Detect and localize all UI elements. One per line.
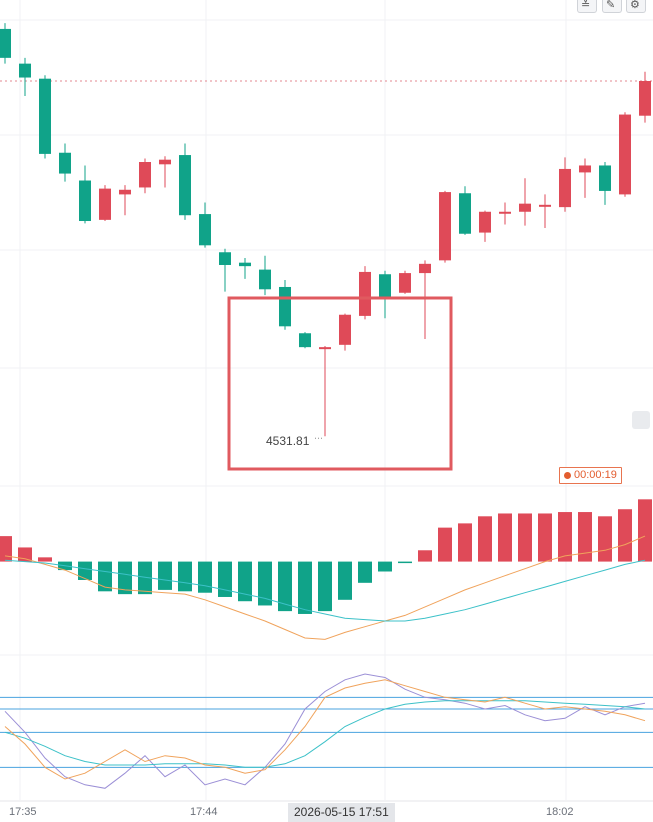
candle-body: [119, 189, 131, 195]
candle-body: [279, 286, 291, 327]
macd-bar: [118, 561, 132, 595]
chat-icon[interactable]: [632, 411, 650, 429]
x-tick-label: 17:35: [9, 806, 37, 818]
macd-bar: [518, 513, 532, 562]
macd-bar: [158, 561, 172, 590]
price-panel[interactable]: [0, 23, 653, 439]
candle-body: [619, 114, 631, 195]
candle-body: [259, 269, 271, 290]
macd-bar: [258, 561, 272, 606]
macd-bar: [298, 561, 312, 614]
macd-bar: [238, 561, 252, 602]
macd-bar: [178, 561, 192, 592]
macd-bar: [358, 561, 372, 583]
candle-body: [479, 211, 491, 233]
candle-body: [599, 165, 611, 191]
candle-body: [139, 162, 151, 188]
kdj-d-line: [4, 700, 646, 768]
candle-body: [459, 193, 471, 234]
indicator-icon[interactable]: ⚙: [626, 0, 646, 13]
draw-tool-icon[interactable]: ✎: [602, 0, 622, 13]
crosshair-time-label: 2026-05-15 17:51: [288, 803, 395, 822]
candle-body: [219, 252, 231, 265]
x-tick-label: 17:44: [190, 806, 218, 818]
x-tick-label: 18:02: [546, 806, 574, 818]
countdown-text: 00:00:19: [574, 469, 617, 481]
candle-body: [199, 214, 211, 246]
macd-bar: [378, 561, 392, 572]
candle-body: [339, 314, 351, 345]
candle-body: [99, 188, 111, 220]
macd-bar: [0, 536, 12, 562]
macd-bar: [38, 557, 52, 562]
candle-body: [499, 211, 511, 214]
macd-bar: [98, 561, 112, 592]
macd-bar: [318, 561, 332, 612]
grid-lines: [0, 0, 653, 802]
candle-body: [559, 168, 571, 208]
macd-bar: [278, 561, 292, 612]
candle-body: [299, 333, 311, 348]
macd-bar: [138, 561, 152, 595]
candle-body: [79, 180, 91, 222]
countdown-timer: 00:00:19: [559, 467, 622, 484]
kdj-panel[interactable]: [0, 673, 653, 789]
candle-body: [39, 78, 51, 154]
candle-body: [19, 63, 31, 78]
macd-bar: [578, 512, 592, 562]
candle-body: [519, 203, 531, 212]
macd-bar: [78, 561, 92, 580]
macd-bar: [398, 561, 412, 564]
clock-icon: [564, 472, 571, 479]
macd-bar: [598, 516, 612, 562]
macd-dea-line: [4, 559, 646, 622]
macd-bar: [638, 499, 652, 562]
candle-body: [159, 159, 171, 165]
macd-bar: [458, 523, 472, 562]
candle-body: [419, 263, 431, 274]
candle-body: [319, 347, 331, 350]
candle-body: [539, 204, 551, 207]
kdj-j-line: [4, 673, 646, 789]
macd-bar: [478, 516, 492, 562]
macd-bar: [18, 547, 32, 562]
chart-style-icon[interactable]: ≚: [577, 0, 597, 13]
low-price-label: 4531.81: [266, 434, 310, 448]
candle-body: [379, 274, 391, 298]
candle-body: [0, 28, 11, 58]
candle-body: [179, 155, 191, 216]
macd-bar: [218, 561, 232, 597]
macd-bar: [538, 513, 552, 562]
candle-body: [359, 271, 371, 316]
candle-body: [579, 165, 591, 173]
macd-bar: [198, 561, 212, 593]
macd-bar: [498, 513, 512, 562]
macd-panel[interactable]: [0, 499, 652, 640]
macd-dif-line: [4, 535, 646, 640]
highlight-box: [227, 296, 453, 471]
candle-body: [639, 81, 651, 116]
macd-bar: [338, 561, 352, 600]
candle-body: [399, 273, 411, 293]
macd-bar: [438, 527, 452, 562]
macd-bar: [618, 509, 632, 562]
candle-body: [59, 152, 71, 174]
macd-bar: [558, 512, 572, 562]
candle-body: [439, 192, 451, 261]
macd-bar: [418, 550, 432, 562]
kdj-k-line: [4, 679, 646, 780]
candle-body: [239, 262, 251, 267]
